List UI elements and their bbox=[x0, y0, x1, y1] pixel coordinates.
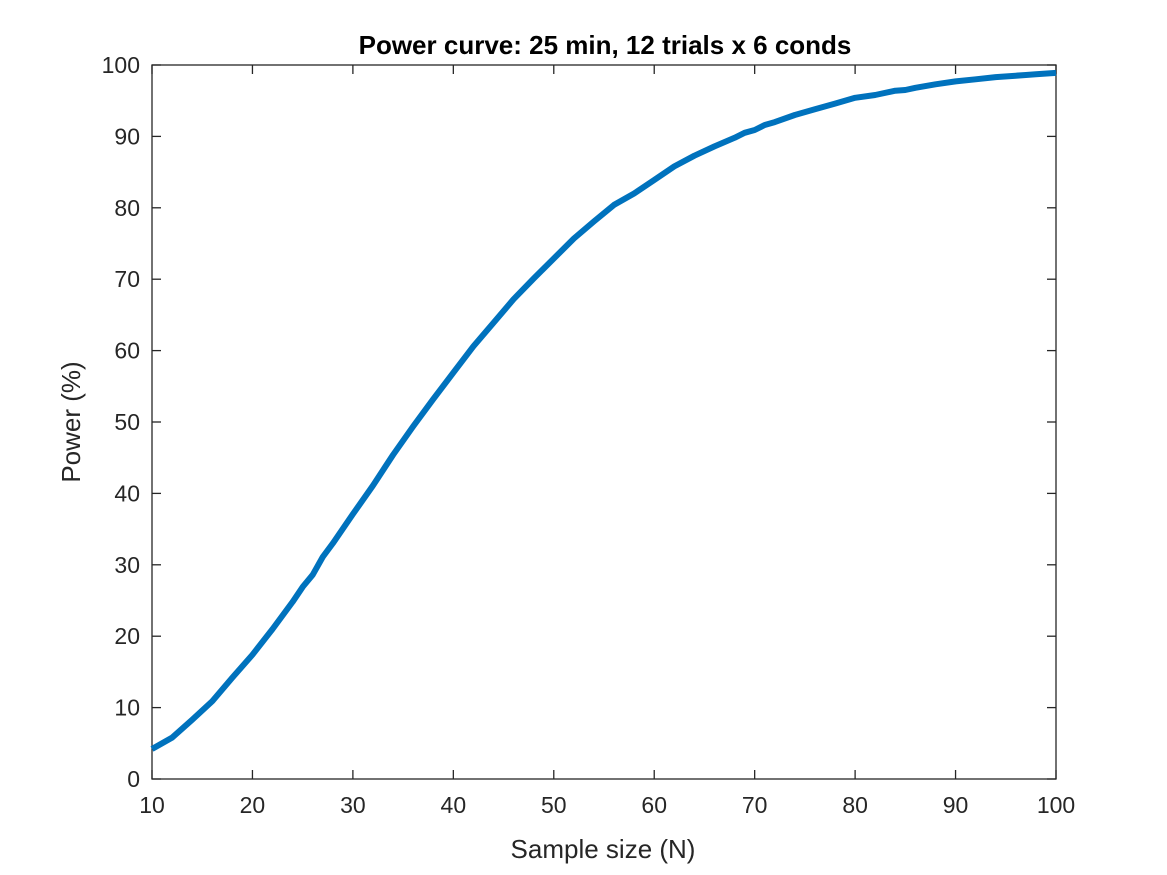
y-tick-label: 80 bbox=[114, 195, 140, 221]
power-series-line bbox=[150, 69, 1057, 752]
x-tick-label: 20 bbox=[240, 792, 266, 818]
x-axis-label: Sample size (N) bbox=[511, 834, 696, 864]
x-tick-label: 80 bbox=[842, 792, 868, 818]
y-tick-label: 0 bbox=[127, 766, 140, 792]
y-tick-label: 100 bbox=[102, 52, 140, 78]
y-tick-label: 10 bbox=[114, 695, 140, 721]
x-tick-label: 70 bbox=[742, 792, 768, 818]
x-tick-label: 50 bbox=[541, 792, 567, 818]
y-tick-label: 90 bbox=[114, 123, 140, 149]
y-tick-label: 30 bbox=[114, 552, 140, 578]
axes-box bbox=[151, 64, 1057, 780]
x-tick-label: 10 bbox=[139, 792, 165, 818]
y-tick-label: 20 bbox=[114, 623, 140, 649]
x-tick-label: 60 bbox=[641, 792, 667, 818]
x-tick-label: 100 bbox=[1037, 792, 1075, 818]
plot-area: 10 20 30 40 50 60 70 80 90 1000102030405060708090… bbox=[102, 52, 1076, 818]
y-tick-label: 60 bbox=[114, 338, 140, 364]
x-tick-label: 30 bbox=[340, 792, 366, 818]
y-tick-label: 70 bbox=[114, 266, 140, 292]
chart-title: Power curve: 25 min, 12 trials x 6 conds bbox=[359, 30, 852, 60]
y-tick-label: 40 bbox=[114, 480, 140, 506]
y-tick-label: 50 bbox=[114, 409, 140, 435]
x-tick-label: 90 bbox=[943, 792, 969, 818]
x-tick-label: 40 bbox=[441, 792, 467, 818]
y-axis-label: Power (%) bbox=[56, 361, 86, 482]
